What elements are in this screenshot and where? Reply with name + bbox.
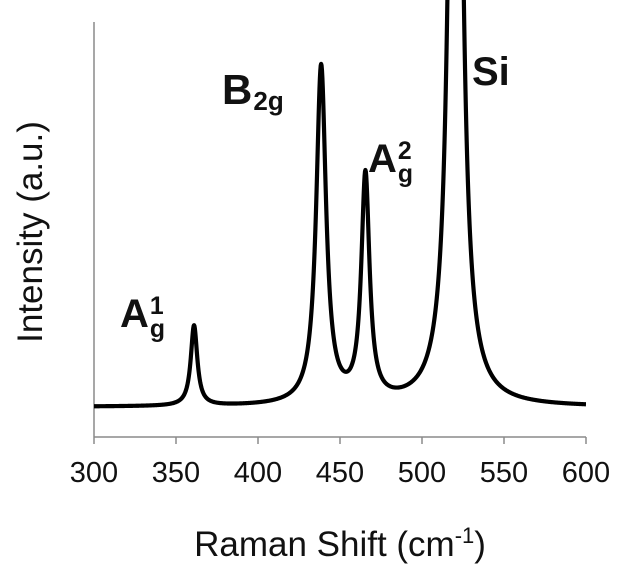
peak-label-sub: g <box>150 316 165 343</box>
axes <box>93 22 586 438</box>
peak-label-sub: g <box>398 161 413 188</box>
x-tick-labels: 300 350 400 450 500 550 600 <box>70 457 610 489</box>
peak-label-sup: 1 <box>150 293 164 320</box>
x-tick-label: 450 <box>316 457 364 489</box>
x-tick-label: 350 <box>152 457 200 489</box>
peak-label: A <box>120 292 149 336</box>
peak-label: B <box>222 66 252 113</box>
x-ticks <box>93 437 587 444</box>
x-tick-label: 400 <box>234 457 282 489</box>
peak-label-sub: 2g <box>253 86 283 116</box>
x-tick-label: 550 <box>480 457 528 489</box>
spectrum-line <box>94 0 586 409</box>
peak-label: Si <box>472 50 510 94</box>
peak-label: A <box>368 137 397 181</box>
x-tick-label: 500 <box>398 457 446 489</box>
y-axis-title: Intensity (a.u.) <box>11 121 50 343</box>
peak-label-sup: 2 <box>398 138 412 165</box>
x-axis-title: Raman Shift (cm-1) <box>194 523 486 564</box>
x-tick-label: 300 <box>70 457 118 489</box>
x-tick-label: 600 <box>562 457 610 489</box>
